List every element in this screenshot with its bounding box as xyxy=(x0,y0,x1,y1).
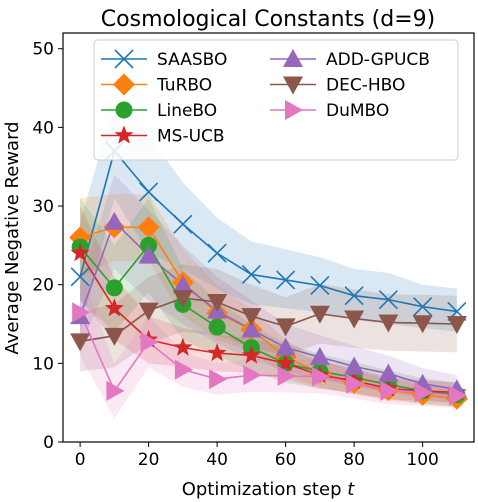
ms-ucb-point xyxy=(241,345,261,364)
dec-hbo-point xyxy=(207,293,228,312)
y-tick-label: 20 xyxy=(32,276,54,296)
y-tick-label: 40 xyxy=(32,118,54,138)
x-tick-label: 80 xyxy=(343,450,365,470)
dumbo-point xyxy=(106,380,125,401)
dumbo-point xyxy=(174,359,193,380)
ms-ucb-point xyxy=(276,353,296,372)
chart-title: Cosmological Constants (d=9) xyxy=(101,7,435,32)
ms-ucb-point xyxy=(104,298,124,317)
saasbo-point xyxy=(207,243,227,263)
saasbo-point xyxy=(310,275,330,296)
dec-hbo-line xyxy=(79,297,457,343)
dumbo-point xyxy=(380,380,399,401)
saasbo-point xyxy=(413,297,433,317)
dumbo-point xyxy=(346,373,365,394)
linebo-point xyxy=(105,279,123,297)
add-gpucb-point xyxy=(104,211,125,230)
legend-marker-linebo xyxy=(115,101,133,119)
x-tick-label: 40 xyxy=(206,450,228,470)
add-gpucb-point xyxy=(344,356,365,375)
saasbo-band xyxy=(80,103,457,332)
ms-ucb-point xyxy=(207,343,227,362)
dec-hbo-point xyxy=(172,290,193,309)
legend-marker-dumbo xyxy=(285,100,303,120)
dumbo-point xyxy=(140,332,159,353)
linebo-point xyxy=(208,318,226,336)
legend-marker-ms-ucb xyxy=(114,125,134,144)
dumbo-point xyxy=(311,366,330,387)
y-tick-label: 0 xyxy=(43,433,54,453)
x-tick-label: 0 xyxy=(75,450,86,470)
dumbo-point xyxy=(209,369,228,390)
legend-label-turbo: TuRBO xyxy=(156,76,212,96)
dec-hbo-point xyxy=(70,333,91,352)
legend-label-dec-hbo: DEC-HBO xyxy=(326,76,405,96)
ms-ucb-band xyxy=(80,206,457,403)
saasbo-point xyxy=(378,290,398,310)
dec-hbo-point xyxy=(138,302,159,321)
ms-ucb-point xyxy=(173,337,193,356)
dumbo-point xyxy=(243,365,262,386)
y-axis-label: Average Negative Reward xyxy=(2,121,23,354)
turbo-point xyxy=(137,216,160,239)
saasbo-point xyxy=(173,214,193,234)
series-markers xyxy=(69,141,468,410)
legend: SAASBO TuRBO LineBO MS-UCB ADD-GPUCB DEC-HBO D… xyxy=(93,39,459,161)
legend-marker-add-gpucb xyxy=(283,49,303,67)
legend-marker-dec-hbo xyxy=(283,76,303,95)
dumbo-point xyxy=(72,302,91,323)
add-gpucb-point xyxy=(378,363,399,382)
y-tick-label: 30 xyxy=(32,197,54,217)
dec-hbo-point xyxy=(378,314,399,333)
dec-hbo-point xyxy=(446,316,467,335)
y-axis-ticks: 0 10 20 30 40 50 xyxy=(32,40,63,453)
dec-hbo-point xyxy=(241,308,262,327)
linebo-point xyxy=(140,236,158,254)
add-gpucb-point xyxy=(275,337,296,356)
x-axis-ticks: 0 20 40 60 80 100 xyxy=(75,442,439,470)
x-tick-label: 60 xyxy=(275,450,297,470)
legend-label-ms-ucb: MS-UCB xyxy=(157,127,225,147)
dec-hbo-point xyxy=(344,310,365,329)
add-gpucb-point xyxy=(172,274,193,293)
plot-frame xyxy=(62,32,475,443)
legend-label-linebo: LineBO xyxy=(157,101,217,121)
dumbo-point xyxy=(277,365,296,386)
add-gpucb-point xyxy=(309,347,330,366)
x-axis-label: Optimization step t xyxy=(182,479,356,500)
turbo-band xyxy=(80,194,457,408)
dumbo-point xyxy=(448,385,467,406)
dec-hbo-point xyxy=(309,305,330,324)
legend-label-dumbo: DuMBO xyxy=(326,101,389,121)
add-gpucb-point xyxy=(138,245,159,264)
legend-label-saasbo: SAASBO xyxy=(157,50,227,70)
saasbo-point xyxy=(276,270,296,290)
x-tick-label: 20 xyxy=(138,450,160,470)
x-tick-label: 100 xyxy=(406,450,438,470)
dec-hbo-point xyxy=(412,315,433,334)
legend-label-add-gpucb: ADD-GPUCB xyxy=(326,50,430,70)
saasbo-point xyxy=(70,267,90,287)
saasbo-point xyxy=(344,286,364,306)
dumbo-point xyxy=(414,382,433,403)
y-tick-label: 50 xyxy=(32,40,54,60)
dec-hbo-point xyxy=(275,318,296,337)
ms-ucb-point xyxy=(70,243,90,262)
add-gpucb-point xyxy=(241,319,262,338)
dec-hbo-point xyxy=(104,327,125,346)
y-tick-label: 10 xyxy=(32,354,54,374)
legend-marker-turbo xyxy=(113,73,135,96)
legend-marker-saasbo xyxy=(114,49,134,69)
saasbo-point xyxy=(139,182,159,202)
legend-box xyxy=(93,39,459,161)
saasbo-point xyxy=(241,264,261,285)
